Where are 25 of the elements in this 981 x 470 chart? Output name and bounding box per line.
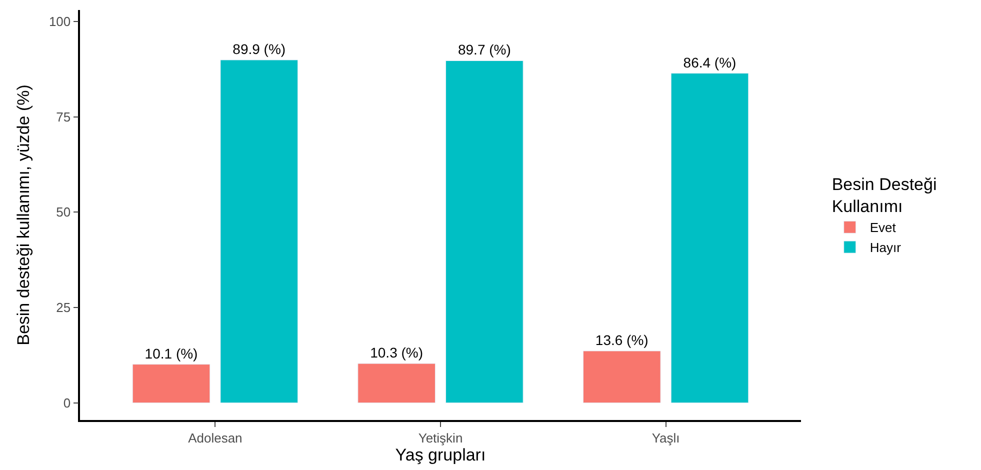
data-label: 86.4 (%) [683, 54, 736, 70]
x-tick-label: Yetişkin [418, 430, 463, 446]
bar [132, 364, 210, 404]
y-tick-label: 25 [56, 300, 71, 316]
bar [220, 60, 298, 404]
data-label: 10.3 (%) [370, 344, 424, 361]
y-tick-label: 50 [56, 204, 71, 220]
legend-title: Besin Desteği Kullanımı [832, 175, 937, 216]
data-label: 89.7 (%) [458, 42, 511, 58]
bar [582, 350, 661, 404]
y-axis-title: Besin desteği kullanımı, yüzde (%) [14, 84, 33, 346]
data-label: 10.1 (%) [144, 345, 198, 362]
bar [670, 73, 749, 404]
legend-label: Hayır [870, 240, 902, 256]
x-tick-label: Yaşlı [652, 430, 680, 446]
y-tick-label: 100 [48, 14, 71, 29]
bar [446, 60, 524, 404]
data-label: 13.6 (%) [595, 332, 648, 348]
x-axis-title: Yaş grupları [395, 445, 486, 464]
legend-label: Evet [870, 220, 896, 236]
x-tick-label: Adolesan [188, 430, 242, 446]
y-tick-label: 0 [63, 395, 71, 410]
y-tick-label: 75 [56, 109, 71, 124]
data-label: 89.9 (%) [232, 40, 286, 57]
bar [358, 363, 436, 404]
